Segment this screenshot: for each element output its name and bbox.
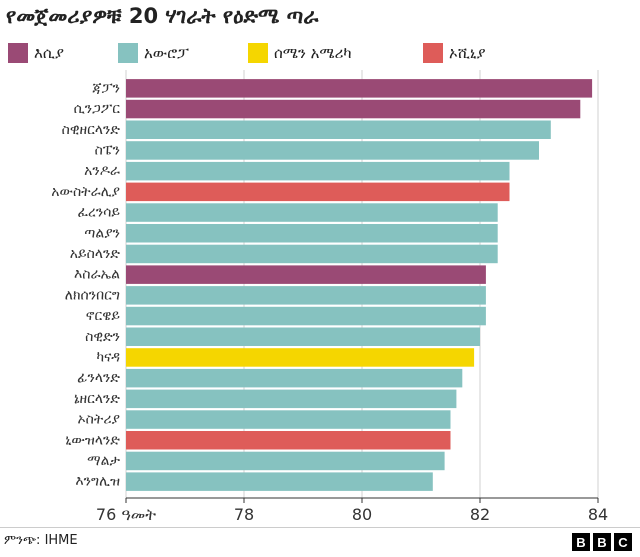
bar <box>126 265 486 284</box>
bbc-logo-letter: C <box>614 533 632 551</box>
bar <box>126 141 539 160</box>
category-label: ጣልያን <box>84 225 120 241</box>
legend-item-europe: አውሮፓ <box>118 42 189 64</box>
bar <box>126 161 510 181</box>
legend-label-north-america: ሰሜን አሜሪካ <box>274 44 352 62</box>
x-tick-label: 80 <box>352 505 372 522</box>
bar <box>126 348 475 367</box>
category-label: አንዶራ <box>84 163 120 179</box>
legend-swatch-oceania <box>423 43 443 63</box>
legend-label-europe: አውሮፓ <box>144 44 189 62</box>
category-label: ኒውዝላንድ <box>65 432 120 448</box>
legend-item-north-america: ሰሜን አሜሪካ <box>248 42 352 64</box>
legend-item-oceania: ኦሺኒያ <box>423 42 486 64</box>
category-label: ማልታ <box>87 453 120 469</box>
chart-legend: እሲያ አውሮፓ ሰሜን አሜሪካ ኦሺኒያ <box>8 42 638 64</box>
category-label: ካናዳ <box>96 349 120 365</box>
category-label: ኖርዌይ <box>86 308 121 324</box>
legend-swatch-europe <box>118 43 138 63</box>
bar-chart: ጃፓን ሲንጋፖር ስዊዘርላንድ ስፔን አንዶራ አውስትራሊያ ፈረንሳይ ጣልያን አይ… <box>51 70 608 522</box>
category-label: ለክሰንበርግ <box>65 287 120 303</box>
bar <box>126 203 498 222</box>
category-label: አይስላንድ <box>70 246 121 262</box>
legend-swatch-asia <box>8 43 28 63</box>
category-label: ኔዘርላንድ <box>74 391 120 407</box>
category-label: ስዊዘርላንድ <box>62 122 121 138</box>
category-label: ኦስትሪያ <box>77 412 120 428</box>
bar <box>126 472 433 491</box>
bar <box>126 431 451 450</box>
category-label: ፈረንሳይ <box>77 205 120 221</box>
bar <box>126 389 457 409</box>
x-tick-label: 82 <box>470 505 490 522</box>
chart-title: የመጀመሪያዎቹ 20 ሃገራት የዕድሜ ጣራ <box>6 4 319 28</box>
category-label: ፊንላንድ <box>77 370 120 386</box>
bar <box>126 327 480 346</box>
bbc-logo: B B C <box>572 533 632 551</box>
x-tick-label: 84 <box>588 505 608 522</box>
bar <box>126 120 551 139</box>
bar <box>126 306 486 326</box>
bar <box>126 368 463 388</box>
footer: ምንጭ: IHME B B C <box>0 527 640 557</box>
bbc-logo-letter: B <box>572 533 590 551</box>
category-label: እስራኤል <box>74 267 120 283</box>
legend-label-asia: እሲያ <box>34 44 64 62</box>
category-label: ሲንጋፖር <box>74 101 121 117</box>
bar <box>126 99 581 119</box>
bbc-logo-letter: B <box>593 533 611 551</box>
bar <box>126 244 498 264</box>
bar <box>126 224 498 243</box>
category-label: ጃፓን <box>92 80 120 96</box>
category-label: ስዊድን <box>85 329 120 345</box>
bar <box>126 79 593 98</box>
legend-swatch-north-america <box>248 43 268 63</box>
source-note: ምንጭ: IHME <box>4 533 78 548</box>
bar <box>126 286 486 305</box>
legend-label-oceania: ኦሺኒያ <box>449 44 486 62</box>
x-tick-label: 76 ዓመት <box>96 505 156 522</box>
bar <box>126 182 510 202</box>
category-label: ስፔን <box>95 142 120 158</box>
bar <box>126 451 445 471</box>
legend-item-asia: እሲያ <box>8 42 64 64</box>
bar <box>126 410 451 429</box>
x-tick-label: 78 <box>234 505 254 522</box>
category-label: እንግሊዝ <box>75 474 120 490</box>
category-label: አውስትራሊያ <box>51 184 120 200</box>
